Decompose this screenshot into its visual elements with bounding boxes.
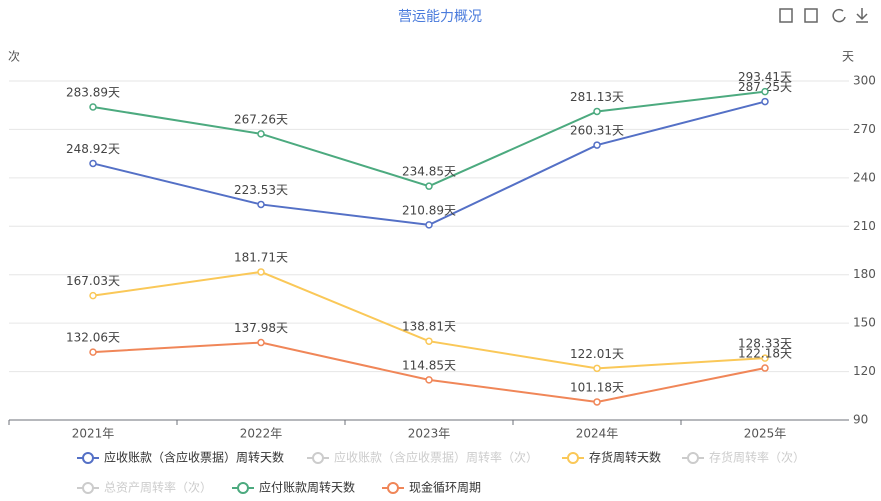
y2-tick-label: 210 <box>853 219 876 233</box>
data-label: 137.98天 <box>234 321 288 335</box>
legend-marker[interactable] <box>687 452 699 464</box>
legend-marker[interactable] <box>237 482 249 494</box>
y2-tick-label: 270 <box>853 122 876 136</box>
data-label: 234.85天 <box>402 165 456 179</box>
tool-data-view[interactable] <box>779 8 793 23</box>
data-point <box>425 376 433 384</box>
data-label: 267.26天 <box>234 112 288 126</box>
data-point <box>761 97 769 106</box>
y2-tick-label: 120 <box>853 364 876 378</box>
legend-marker[interactable] <box>567 452 579 464</box>
y2-tick-label: 180 <box>853 267 876 281</box>
data-label: 167.03天 <box>66 274 120 288</box>
x-tick-label: 2025年 <box>744 427 787 441</box>
data-point <box>89 348 97 356</box>
data-label: 114.85天 <box>402 358 456 372</box>
data-label: 287.25天 <box>738 80 792 94</box>
data-point <box>761 364 769 372</box>
tool-save[interactable] <box>856 8 868 23</box>
y2-tick-label: 150 <box>853 316 876 330</box>
legend-label[interactable]: 现金循环周期 <box>409 480 481 495</box>
data-label: 281.13天 <box>570 90 624 104</box>
data-label: 181.71天 <box>234 250 288 264</box>
legend-marker[interactable] <box>312 452 324 464</box>
chart-title: 营运能力概况 <box>398 9 482 25</box>
x-tick-label: 2023年 <box>408 427 451 441</box>
y2-tick-label: 300 <box>853 74 876 88</box>
data-label: 293.41天 <box>738 70 792 84</box>
tool-restore-zoom[interactable] <box>804 8 818 23</box>
data-point <box>257 338 265 347</box>
data-point <box>425 221 433 229</box>
data-label: 210.89天 <box>402 203 456 217</box>
legend-label[interactable]: 应收账款（含应收票据）周转天数 <box>104 450 284 465</box>
y2-tick-label: 240 <box>853 170 876 184</box>
data-point <box>593 107 601 116</box>
legend-label[interactable]: 应收账款（含应收票据）周转率（次） <box>334 450 538 465</box>
data-label: 283.89天 <box>66 86 120 100</box>
data-point <box>425 182 433 190</box>
data-label: 132.06天 <box>66 331 120 345</box>
y2-axis-label: 天 <box>842 50 854 64</box>
legend-marker[interactable] <box>82 452 94 464</box>
legend-label[interactable]: 存货周转天数 <box>589 450 661 465</box>
legend-marker[interactable] <box>387 482 399 494</box>
data-point <box>89 291 97 300</box>
data-point <box>761 87 769 96</box>
data-label: 138.81天 <box>402 320 456 334</box>
data-label: 122.01天 <box>570 347 624 361</box>
data-point <box>89 103 97 111</box>
data-label: 101.18天 <box>570 380 624 394</box>
x-tick-label: 2021年 <box>72 427 115 441</box>
data-point <box>257 200 265 209</box>
data-point <box>257 130 265 138</box>
y2-tick-label: 90 <box>853 413 868 427</box>
legend-label[interactable]: 总资产周转率（次） <box>104 480 212 495</box>
data-point <box>761 354 769 362</box>
x-tick-label: 2022年 <box>240 427 283 441</box>
data-label: 223.53天 <box>234 183 288 197</box>
x-tick-label: 2024年 <box>576 427 619 441</box>
data-point <box>89 159 97 168</box>
data-label: 260.31天 <box>570 124 624 138</box>
toolbox[interactable] <box>779 8 868 23</box>
data-point <box>593 398 601 406</box>
legend-marker[interactable] <box>82 482 94 494</box>
legend-label[interactable]: 存货周转率（次） <box>709 450 805 465</box>
data-label: 248.92天 <box>66 142 120 156</box>
y-axis-label: 次 <box>8 50 20 64</box>
legend-label[interactable]: 应付账款周转天数 <box>259 480 355 495</box>
data-point <box>425 337 433 345</box>
data-point <box>593 364 601 373</box>
data-label: 128.33天 <box>738 337 792 351</box>
tool-restore[interactable] <box>832 8 846 23</box>
data-label: 122.18天 <box>738 347 792 361</box>
data-point <box>257 268 265 276</box>
data-point <box>593 141 601 149</box>
